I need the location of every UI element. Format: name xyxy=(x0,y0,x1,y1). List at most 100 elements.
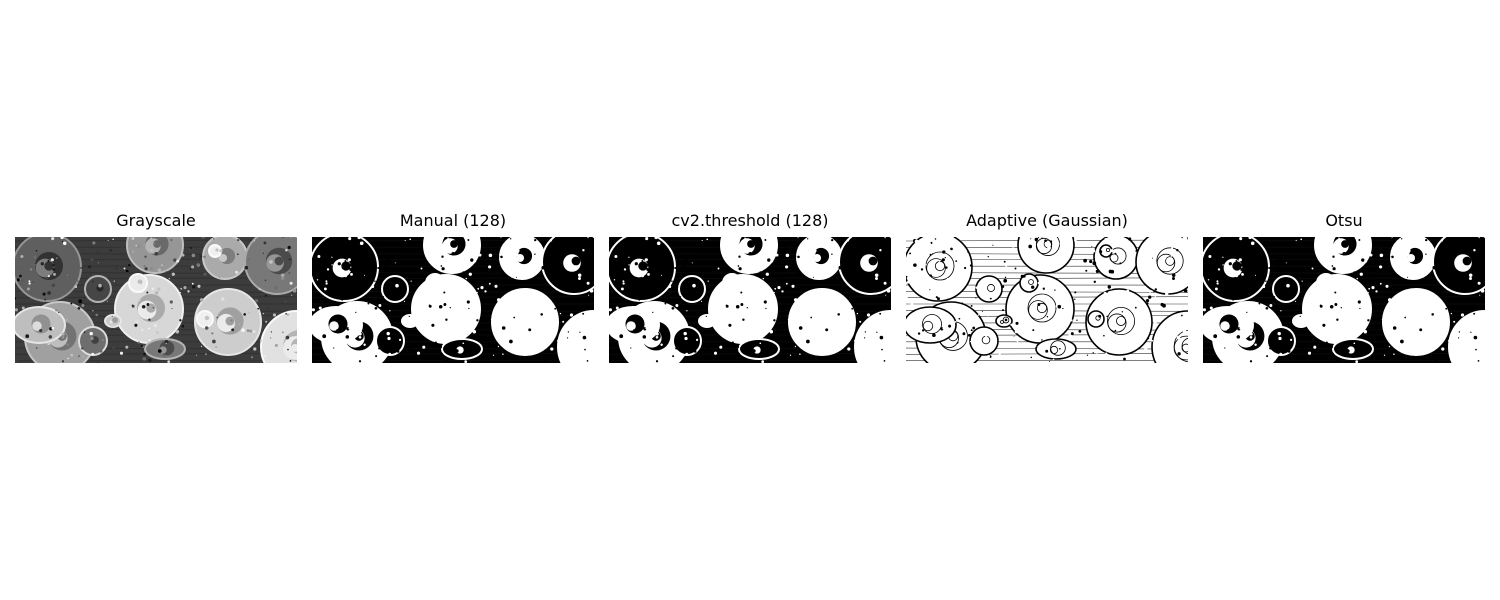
texture-speckle xyxy=(1452,355,1455,358)
panel-title: Grayscale xyxy=(116,211,196,230)
texture-speckle xyxy=(650,257,652,259)
texture-speckle xyxy=(1295,239,1297,242)
texture-speckle xyxy=(483,284,485,287)
texture-speckle xyxy=(199,254,203,258)
texture-speckle xyxy=(1104,237,1107,240)
texture-speckle xyxy=(1338,248,1341,252)
texture-speckle xyxy=(1280,241,1284,245)
texture-speckle xyxy=(864,337,866,339)
texture-speckle xyxy=(1377,267,1380,271)
texture-speckle xyxy=(432,352,434,354)
food-texture xyxy=(868,256,878,266)
texture-speckle xyxy=(579,331,581,333)
texture-speckle xyxy=(1119,318,1121,320)
texture-speckle xyxy=(125,269,129,273)
texture-speckle xyxy=(358,332,362,336)
texture-speckle xyxy=(358,360,362,363)
texture-speckle xyxy=(1070,319,1073,322)
texture-speckle xyxy=(364,357,366,360)
texture-speckle xyxy=(142,345,146,349)
food-texture xyxy=(925,251,955,281)
texture-speckle xyxy=(1452,279,1455,282)
texture-speckle xyxy=(215,345,218,348)
texture-speckle xyxy=(937,297,940,301)
texture-speckle xyxy=(384,265,389,269)
texture-speckle xyxy=(549,330,553,333)
texture-speckle xyxy=(1030,238,1032,240)
texture-speckle xyxy=(262,312,265,315)
scene-drawing xyxy=(906,237,1188,363)
texture-speckle xyxy=(1076,319,1078,321)
texture-speckle xyxy=(841,359,845,363)
texture-speckle xyxy=(348,237,352,241)
texture-speckle xyxy=(785,282,788,285)
texture-speckle xyxy=(128,264,131,267)
texture-speckle xyxy=(831,238,834,242)
texture-speckle xyxy=(622,280,625,283)
texture-speckle xyxy=(1436,258,1439,261)
texture-speckle xyxy=(96,251,99,254)
food-texture xyxy=(703,320,707,324)
texture-speckle xyxy=(135,352,137,354)
texture-speckle xyxy=(744,237,746,239)
texture-speckle xyxy=(736,357,741,361)
texture-speckle xyxy=(654,237,658,240)
texture-speckle xyxy=(269,260,273,264)
texture-speckle xyxy=(344,341,348,346)
texture-speckle xyxy=(331,264,333,266)
texture-speckle xyxy=(535,323,538,325)
texture-speckle xyxy=(537,288,539,290)
food-texture xyxy=(812,253,822,263)
texture-speckle xyxy=(468,272,472,276)
texture-speckle xyxy=(1046,316,1049,318)
texture-speckle xyxy=(913,298,916,301)
texture-speckle xyxy=(705,315,707,318)
texture-speckle xyxy=(1224,347,1226,349)
texture-speckle xyxy=(886,288,891,293)
texture-speckle xyxy=(1129,329,1131,331)
texture-speckle xyxy=(705,324,708,327)
texture-speckle xyxy=(875,277,878,280)
texture-speckle xyxy=(19,279,22,281)
texture-speckle xyxy=(906,275,908,278)
texture-speckle xyxy=(950,247,953,251)
texture-speckle xyxy=(1074,291,1077,294)
texture-speckle xyxy=(962,332,966,336)
texture-speckle xyxy=(258,288,261,291)
food-item xyxy=(1093,237,1139,280)
texture-speckle xyxy=(864,331,867,333)
texture-speckle xyxy=(582,249,585,252)
texture-speckle xyxy=(1386,237,1389,239)
texture-speckle xyxy=(454,287,458,291)
texture-speckle xyxy=(742,339,746,342)
texture-speckle xyxy=(134,323,138,327)
texture-speckle xyxy=(655,332,659,336)
food-texture xyxy=(1116,316,1126,326)
texture-speckle xyxy=(78,355,81,358)
texture-speckle xyxy=(39,329,43,333)
texture-speckle xyxy=(28,280,31,283)
texture-speckle xyxy=(496,254,500,258)
texture-speckle xyxy=(649,308,652,312)
texture-speckle xyxy=(1406,276,1408,278)
texture-speckle xyxy=(1140,259,1142,261)
texture-speckle xyxy=(798,326,803,330)
texture-speckle xyxy=(98,283,102,288)
texture-speckle xyxy=(148,358,152,363)
texture-speckle xyxy=(810,316,813,319)
food-texture xyxy=(626,321,636,331)
food-texture xyxy=(501,315,507,321)
texture-speckle xyxy=(856,312,859,315)
texture-speckle xyxy=(1367,291,1369,294)
texture-speckle xyxy=(264,294,267,297)
texture-speckle xyxy=(1096,353,1098,355)
texture-speckle xyxy=(1303,267,1306,270)
texture-speckle xyxy=(323,287,327,291)
texture-speckle xyxy=(1349,264,1351,266)
texture-speckle xyxy=(1323,244,1325,247)
texture-speckle xyxy=(409,238,412,241)
texture-speckle xyxy=(191,253,196,258)
texture-speckle xyxy=(150,267,153,270)
food-texture xyxy=(706,317,712,323)
texture-speckle xyxy=(1402,321,1404,323)
